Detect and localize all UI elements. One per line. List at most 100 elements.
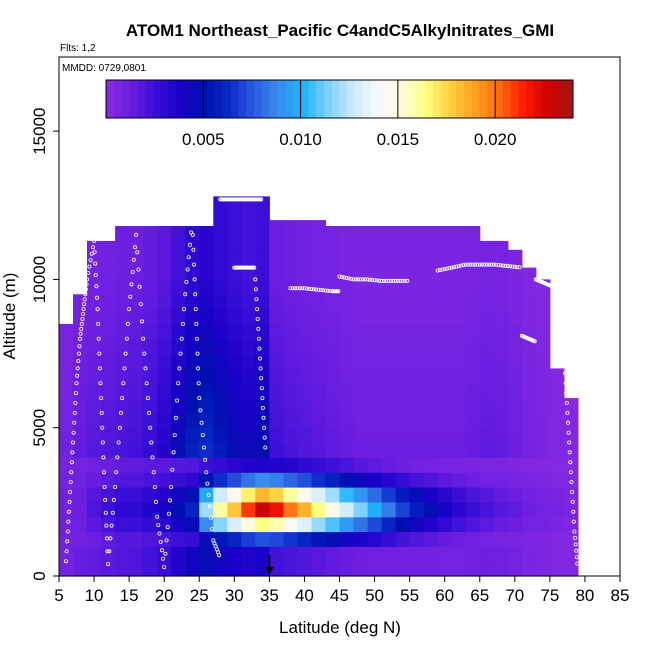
heatmap-cell xyxy=(535,353,551,369)
heatmap-cell xyxy=(227,220,242,236)
heatmap-cell xyxy=(255,472,270,488)
heatmap-cell xyxy=(311,398,327,414)
track-point xyxy=(564,400,569,405)
heatmap-cell xyxy=(171,294,186,310)
heatmap-cell xyxy=(87,240,102,251)
heatmap-cell xyxy=(185,264,200,280)
heatmap-cell xyxy=(549,531,565,547)
heatmap-cell xyxy=(353,442,369,458)
heatmap-cell xyxy=(535,561,551,577)
heatmap-cell xyxy=(87,338,102,355)
heatmap-cell xyxy=(367,501,383,518)
heatmap-cell xyxy=(507,368,523,384)
heatmap-cell xyxy=(157,531,172,547)
heatmap-cell xyxy=(101,264,116,280)
heatmap-cell xyxy=(283,457,298,473)
track-point xyxy=(103,510,108,515)
track-point xyxy=(367,277,372,282)
track-point xyxy=(137,284,142,289)
track-point xyxy=(193,307,198,312)
heatmap-cell xyxy=(59,412,74,429)
heatmap-cell xyxy=(535,323,551,340)
heatmap-cell xyxy=(297,457,312,473)
heatmap-cell xyxy=(255,546,270,562)
track-point xyxy=(88,258,93,263)
heatmap-cell xyxy=(395,516,411,533)
heatmap-cell xyxy=(269,398,284,414)
heatmap-cell xyxy=(423,472,439,488)
track-point xyxy=(153,499,158,504)
heatmap-cell xyxy=(549,398,565,414)
heatmap-cell xyxy=(535,427,551,444)
heatmap-cell xyxy=(353,338,369,355)
heatmap-cell xyxy=(297,220,312,236)
heatmap-cell xyxy=(423,249,439,266)
heatmap-cell xyxy=(479,472,495,488)
track-point xyxy=(365,277,370,282)
track-point xyxy=(155,514,160,519)
heatmap-cell xyxy=(73,353,88,369)
heatmap-cell xyxy=(157,309,172,325)
heatmap-cell xyxy=(213,338,228,355)
heatmap-cell xyxy=(339,531,355,547)
track-point xyxy=(435,268,440,273)
heatmap-cell xyxy=(521,442,537,458)
heatmap-cell xyxy=(143,264,158,280)
heatmap-cell xyxy=(353,412,369,429)
track-point xyxy=(135,250,140,255)
track-point xyxy=(96,321,101,326)
colorbar-segment xyxy=(129,80,138,118)
track-point xyxy=(468,262,473,267)
heatmap-cell xyxy=(465,546,481,562)
heatmap-cell xyxy=(101,353,116,369)
track-point xyxy=(73,391,78,396)
track-point xyxy=(76,351,81,356)
heatmap-cell xyxy=(311,501,327,518)
heatmap-cell xyxy=(213,398,228,414)
heatmap-cell xyxy=(101,240,116,251)
heatmap-cell xyxy=(283,309,298,325)
heatmap-cell xyxy=(227,368,242,384)
heatmap-cell xyxy=(59,323,74,340)
heatmap-cell xyxy=(115,309,130,325)
heatmap-cell xyxy=(339,279,355,295)
heatmap-cell xyxy=(241,546,256,562)
heatmap-cell xyxy=(213,279,228,295)
heatmap-cell xyxy=(507,353,523,369)
heatmap-cell xyxy=(507,487,523,503)
heatmap-cell xyxy=(101,323,116,340)
heatmap-cell xyxy=(283,294,298,310)
heatmap-cell xyxy=(227,249,242,266)
heatmap-cell xyxy=(549,561,565,577)
heatmap-cell xyxy=(255,323,270,340)
track-point xyxy=(138,302,143,307)
track-point xyxy=(194,336,199,341)
heatmap-cell xyxy=(381,294,397,310)
track-point xyxy=(141,336,146,341)
heatmap-cell xyxy=(143,561,158,577)
heatmap-cell xyxy=(297,516,312,533)
heatmap-cell xyxy=(241,427,256,444)
colorbar-segment xyxy=(549,80,558,118)
heatmap-cell xyxy=(437,516,453,533)
track-point xyxy=(118,410,123,415)
track-point xyxy=(349,276,354,281)
heatmap-cell xyxy=(549,457,565,473)
heatmap-cell xyxy=(185,309,200,325)
heatmap-cell xyxy=(269,249,284,266)
heatmap-cell xyxy=(395,338,411,355)
heatmap-cell xyxy=(157,472,172,488)
colorbar-segment xyxy=(440,80,449,118)
colorbar-segment xyxy=(456,80,465,118)
heatmap-cell xyxy=(255,196,270,206)
heatmap-cell xyxy=(115,412,130,429)
heatmap-cell xyxy=(157,442,172,458)
heatmap-cell xyxy=(59,472,74,488)
heatmap-cell xyxy=(241,205,256,221)
heatmap-cell xyxy=(101,383,116,399)
heatmap-cell xyxy=(479,442,495,458)
colorbar-segment xyxy=(176,80,185,118)
heatmap-cell xyxy=(479,249,495,266)
heatmap-cell xyxy=(535,338,551,355)
heatmap-cell xyxy=(241,220,256,236)
